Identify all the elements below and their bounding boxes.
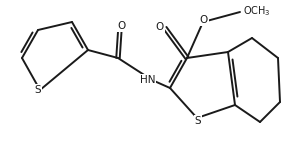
Text: O: O xyxy=(156,22,164,32)
Text: S: S xyxy=(35,85,41,95)
Text: $\mathrm{OCH_3}$: $\mathrm{OCH_3}$ xyxy=(243,4,271,18)
Text: HN: HN xyxy=(140,75,156,85)
Text: S: S xyxy=(195,116,201,126)
Text: O: O xyxy=(200,15,208,25)
Text: O: O xyxy=(118,21,126,31)
